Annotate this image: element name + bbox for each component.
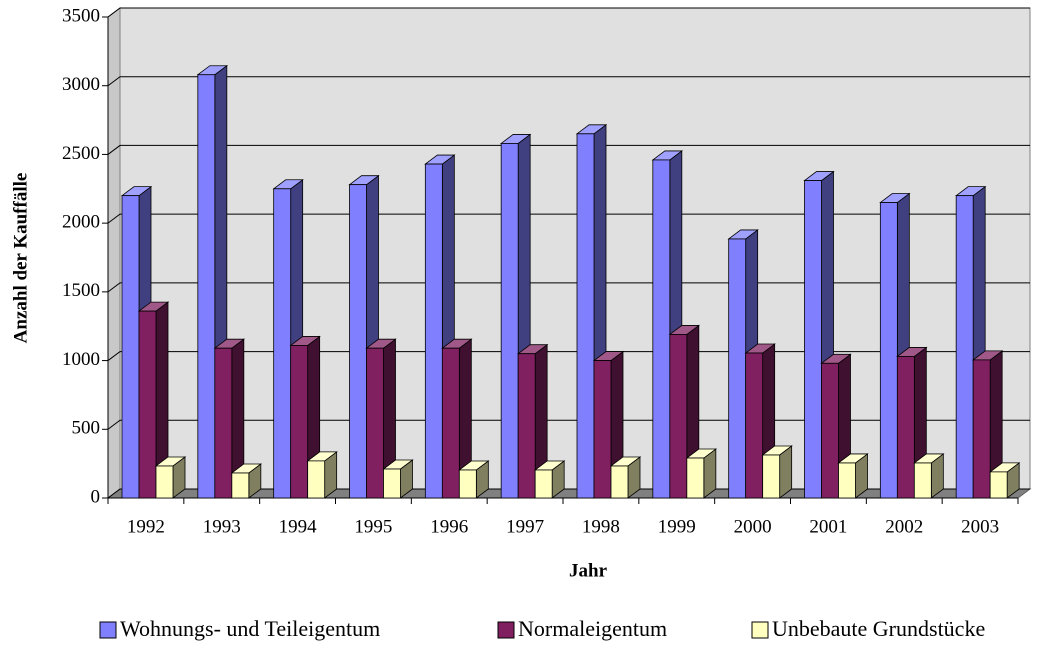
x-tick-label: 2002 — [885, 516, 923, 537]
bar — [533, 460, 566, 499]
bar-front — [593, 360, 612, 499]
x-tick-label: 1998 — [582, 516, 620, 537]
y-tick-label: 3500 — [62, 5, 100, 26]
bar-front — [307, 460, 326, 499]
x-tick-label: 2003 — [961, 516, 999, 537]
bar-front — [896, 356, 915, 499]
legend-swatch — [497, 621, 515, 639]
bar — [609, 456, 642, 499]
bar — [382, 459, 414, 499]
y-tick-label: 500 — [72, 418, 101, 439]
grid-line — [107, 488, 1030, 499]
bar-front — [913, 462, 932, 499]
bar-front — [214, 347, 233, 499]
legend-swatch — [751, 621, 769, 639]
bar-front — [231, 472, 250, 499]
x-axis-title: Jahr — [569, 560, 608, 581]
grid-line — [107, 282, 1030, 293]
grid-line — [107, 144, 1030, 155]
bar-front — [686, 457, 705, 499]
bar-front — [366, 347, 384, 499]
bar-front — [804, 180, 822, 499]
legend-label: Wohnungs- und Teileigentum — [120, 616, 380, 641]
grid-line — [107, 7, 1030, 18]
bar-front — [576, 133, 595, 499]
bar-front — [349, 184, 367, 499]
bar — [516, 343, 549, 499]
x-tick-label: 1992 — [127, 516, 165, 537]
bar — [441, 338, 473, 499]
grid-line — [107, 76, 1030, 87]
bar-front — [989, 471, 1008, 499]
bar — [154, 456, 187, 499]
y-axis-title: Anzahl der Kauffälle — [10, 173, 31, 344]
bar-front — [197, 74, 216, 499]
bar-front — [610, 465, 629, 499]
x-tick-label: 1997 — [506, 516, 544, 537]
bar-front — [500, 143, 519, 499]
bar-front — [762, 454, 781, 499]
x-tick-label: 2000 — [734, 516, 772, 537]
bar-front — [458, 469, 477, 499]
bar — [137, 301, 170, 499]
bar — [458, 460, 490, 499]
x-tick-label: 1996 — [430, 516, 468, 537]
bar-front — [424, 163, 443, 499]
bar-front — [879, 202, 898, 499]
bar-front — [534, 469, 553, 499]
bar-front — [745, 352, 764, 499]
bar-front — [290, 345, 309, 499]
bar-front — [138, 310, 157, 499]
y-tick-label: 1000 — [62, 349, 100, 370]
bar-front — [972, 359, 991, 499]
bar — [837, 453, 869, 499]
y-tick-label: 3000 — [62, 74, 100, 95]
bar — [230, 463, 263, 499]
bar-front — [121, 195, 140, 499]
bar — [988, 462, 1021, 499]
bar — [306, 451, 338, 499]
y-tick-label: 0 — [91, 486, 101, 507]
bar-front — [821, 362, 839, 499]
y-tick-label: 2000 — [62, 212, 100, 233]
grid-line — [107, 213, 1030, 224]
bar-front — [273, 188, 292, 499]
x-tick-label: 1999 — [658, 516, 696, 537]
x-tick-label: 1993 — [203, 516, 241, 537]
bar-front — [955, 195, 974, 499]
bar-front — [383, 468, 401, 499]
bar-front — [155, 465, 174, 499]
x-tick-label: 2001 — [809, 516, 847, 537]
bar — [761, 445, 793, 499]
y-tick-label: 2500 — [62, 143, 100, 164]
bar-front — [838, 462, 856, 499]
legend-label: Unbebaute Grundstücke — [772, 616, 985, 641]
x-tick-label: 1995 — [354, 516, 392, 537]
legend-label: Normaleigentum — [518, 616, 667, 641]
bar-front — [517, 353, 536, 499]
legend-swatch — [99, 621, 117, 639]
bar-front — [441, 347, 460, 499]
bar-front — [669, 334, 688, 499]
grid-line — [107, 351, 1030, 361]
bar-front — [652, 159, 671, 499]
grid-line — [107, 419, 1030, 430]
bar — [213, 338, 246, 499]
bar — [685, 448, 718, 499]
y-tick-label: 1500 — [62, 280, 100, 301]
bar — [971, 350, 1004, 499]
bar-front — [728, 238, 747, 499]
x-tick-label: 1994 — [279, 516, 318, 537]
bar — [913, 453, 945, 499]
